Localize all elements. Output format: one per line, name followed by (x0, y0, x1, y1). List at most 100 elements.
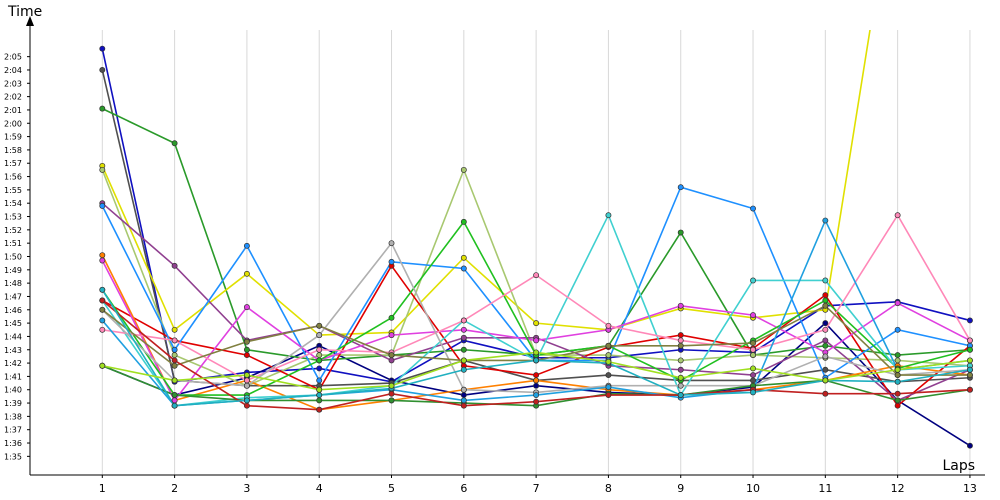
data-point (822, 302, 829, 309)
y-tick-label: 1:53 (4, 213, 22, 222)
data-point (460, 402, 467, 409)
y-tick-label: 1:52 (4, 226, 22, 235)
data-point (171, 326, 178, 333)
data-point (894, 366, 901, 373)
data-point (894, 390, 901, 397)
data-point (316, 322, 323, 329)
data-point (605, 342, 612, 349)
data-point (822, 390, 829, 397)
data-point (533, 349, 540, 356)
y-tick-label: 1:55 (4, 186, 22, 195)
data-point (316, 352, 323, 359)
data-point (822, 320, 829, 327)
series-line (101, 30, 871, 336)
data-point (243, 372, 250, 379)
data-point (677, 337, 684, 344)
data-point (99, 67, 106, 73)
x-tick-label: 8 (605, 482, 612, 495)
data-point (677, 229, 684, 236)
y-tick-label: 1:39 (4, 399, 22, 408)
data-point (243, 402, 250, 409)
data-point (605, 372, 612, 379)
x-tick-label: 10 (746, 482, 760, 495)
data-point (388, 397, 395, 404)
y-tick-label: 1:48 (4, 279, 22, 288)
data-point (388, 390, 395, 397)
data-point (605, 392, 612, 399)
data-point (894, 378, 901, 385)
data-point (460, 326, 467, 333)
data-point (677, 374, 684, 381)
y-tick-label: 1:56 (4, 173, 22, 182)
data-point (533, 382, 540, 389)
data-point (677, 392, 684, 399)
data-point (460, 166, 467, 173)
data-point (316, 365, 323, 372)
y-tick-label: 1:35 (4, 452, 22, 461)
y-axis-arrow (26, 16, 34, 26)
x-tick-label: 7 (533, 482, 540, 495)
data-point (533, 377, 540, 384)
data-point (677, 342, 684, 349)
data-point (171, 352, 178, 359)
data-point (99, 306, 106, 313)
data-point (99, 105, 106, 112)
data-point (677, 357, 684, 364)
data-point (171, 392, 178, 399)
data-point (388, 258, 395, 265)
data-point (822, 292, 829, 299)
data-point (605, 384, 612, 391)
x-tick-label: 13 (963, 482, 977, 495)
x-tick-label: 6 (460, 482, 467, 495)
data-point (243, 270, 250, 277)
y-tick-label: 2:02 (4, 93, 22, 102)
data-point (750, 352, 756, 359)
data-point (822, 353, 829, 360)
data-point (822, 377, 829, 384)
data-point (822, 217, 829, 224)
data-point (99, 257, 106, 264)
data-point (388, 240, 395, 247)
data-point (99, 362, 106, 369)
data-point (605, 352, 612, 359)
y-tick-label: 1:54 (4, 199, 22, 208)
y-tick-label: 1:44 (4, 332, 22, 341)
data-point (750, 205, 756, 212)
data-point (99, 252, 106, 259)
data-point (677, 366, 684, 373)
data-point (822, 337, 829, 344)
data-point (388, 352, 395, 359)
x-axis-title: Laps (942, 458, 975, 474)
data-point (460, 386, 467, 393)
data-point (894, 372, 901, 379)
data-point (460, 346, 467, 353)
y-tick-label: 1:38 (4, 412, 22, 421)
y-tick-label: 1:41 (4, 372, 22, 381)
data-point (316, 377, 323, 384)
data-point (316, 386, 323, 393)
data-point (966, 372, 973, 379)
data-point (533, 272, 540, 279)
data-point (894, 397, 901, 404)
y-tick-label: 1:58 (4, 146, 22, 155)
x-tick-label: 11 (818, 482, 832, 495)
x-tick-label: 2 (171, 482, 178, 495)
data-point (605, 322, 612, 329)
data-point (460, 397, 467, 404)
data-point (99, 202, 106, 209)
data-point (316, 406, 323, 413)
data-point (460, 366, 467, 373)
data-point (243, 338, 250, 345)
data-point (605, 212, 612, 219)
data-point (243, 346, 250, 353)
data-point (750, 372, 756, 379)
y-tick-label: 2:04 (4, 66, 22, 75)
data-point (316, 357, 323, 364)
data-point (677, 302, 684, 309)
data-point (460, 357, 467, 364)
data-point (316, 397, 323, 404)
data-point (171, 397, 178, 404)
data-point (750, 312, 756, 319)
data-point (894, 300, 901, 307)
